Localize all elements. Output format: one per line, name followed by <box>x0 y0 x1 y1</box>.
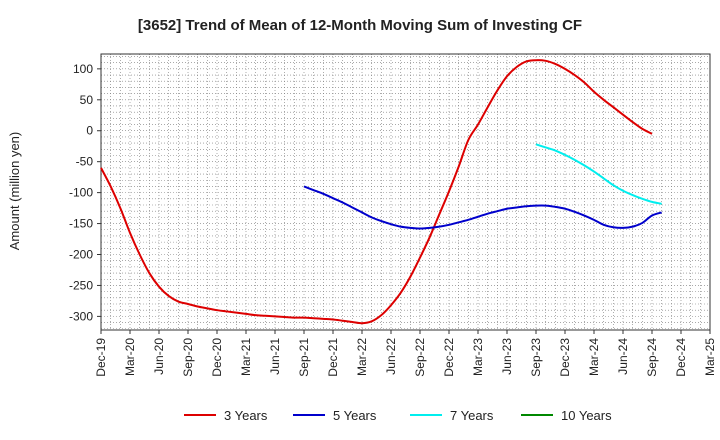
y-tick-label: -300 <box>69 309 93 323</box>
x-tick-label: Dec-19 <box>94 338 108 377</box>
legend-label-5-years: 5 Years <box>333 408 377 423</box>
x-tick-label: Dec-23 <box>558 338 572 377</box>
legend-label-10-years: 10 Years <box>561 408 612 423</box>
y-tick-label: 100 <box>73 62 93 76</box>
y-tick-label: 50 <box>80 93 94 107</box>
legend: 3 Years 5 Years 7 Years 10 Years <box>184 408 612 423</box>
x-tick-label: Jun-24 <box>616 338 630 375</box>
x-tick-label: Sep-20 <box>181 338 195 377</box>
legend-label-3-years: 3 Years <box>224 408 268 423</box>
x-tick-label: Jun-23 <box>500 338 514 375</box>
series-line-5-years <box>303 185 662 230</box>
y-axis-label: Amount (million yen) <box>7 132 22 251</box>
x-tick-label: Jun-22 <box>384 338 398 375</box>
x-tick-label: Sep-21 <box>297 338 311 377</box>
axes: 100 50 0 -50 -100 -150 -200 -250 -300 Dec-19 Mar-2… <box>69 53 717 377</box>
y-tick-label: -250 <box>69 278 93 292</box>
x-tick-label: Sep-22 <box>413 338 427 377</box>
y-tick-label: -200 <box>69 248 93 262</box>
grid-lines <box>100 54 711 330</box>
x-tick-label: Dec-20 <box>210 338 224 377</box>
x-tick-label: Dec-24 <box>674 338 688 377</box>
x-tick-label: Mar-20 <box>123 338 137 376</box>
y-tick-label: 0 <box>86 124 93 138</box>
series-lines <box>100 59 662 325</box>
x-tick-label: Mar-23 <box>471 338 485 376</box>
y-tick-label: -150 <box>69 217 93 231</box>
x-tick-label: Mar-22 <box>355 338 369 376</box>
x-tick-label: Jun-20 <box>152 338 166 375</box>
x-tick-label: Jun-21 <box>268 338 282 375</box>
x-tick-label: Mar-25 <box>703 338 717 376</box>
x-tick-label: Mar-24 <box>587 338 601 376</box>
x-tick-label: Sep-24 <box>645 338 659 377</box>
legend-label-7-years: 7 Years <box>450 408 494 423</box>
y-tick-label: -100 <box>69 186 93 200</box>
plot-frame <box>100 53 711 331</box>
series-line-3-years <box>100 59 653 325</box>
chart-title: [3652] Trend of Mean of 12-Month Moving … <box>138 17 582 34</box>
x-tick-label: Mar-21 <box>239 338 253 376</box>
y-tick-label: -50 <box>76 155 94 169</box>
x-tick-label: Sep-23 <box>529 338 543 377</box>
x-tick-label: Dec-22 <box>442 338 456 377</box>
series-line-7-years <box>535 143 662 205</box>
x-tick-label: Dec-21 <box>326 338 340 377</box>
